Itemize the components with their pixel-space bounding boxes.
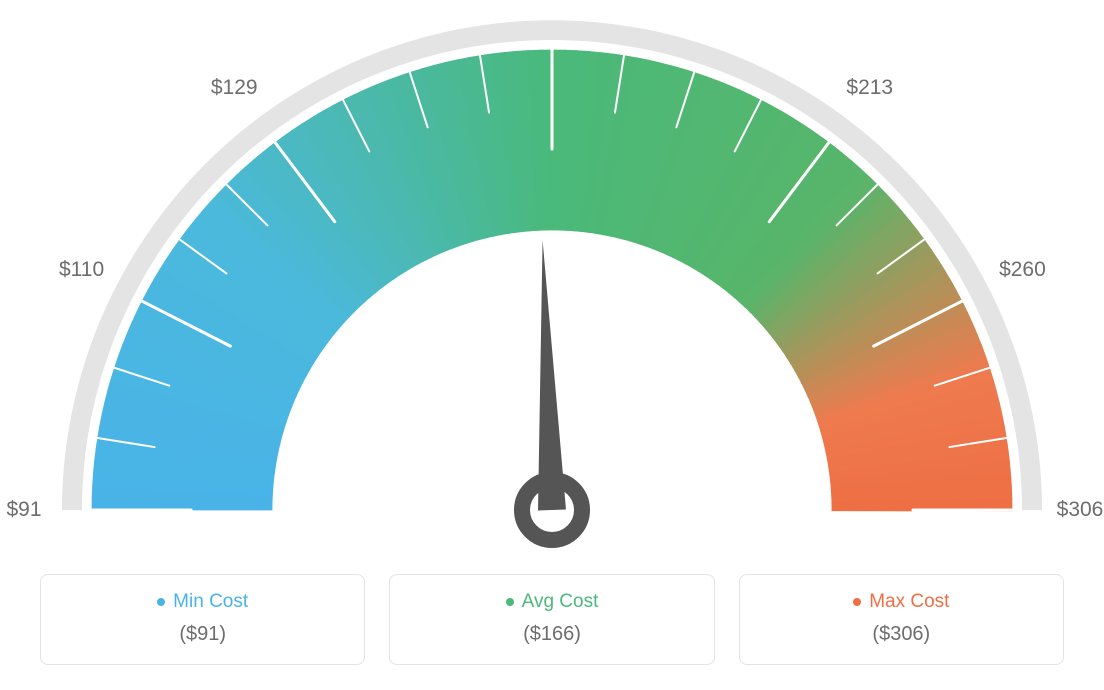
legend-avg: Avg Cost ($166) [389, 574, 714, 665]
gauge-svg [0, 0, 1104, 560]
legend-max-title: Max Cost [869, 591, 949, 613]
legend-min-value: ($91) [51, 623, 354, 646]
gauge-tick-label: $91 [6, 498, 41, 522]
gauge-needle [538, 240, 566, 510]
legend-avg-value: ($166) [400, 623, 703, 646]
gauge-tick-label: $110 [59, 258, 104, 282]
legend-min-title: Min Cost [173, 591, 248, 613]
legend-max-title-row: Max Cost [750, 591, 1053, 613]
legend-max-dot [853, 598, 861, 606]
legend-max: Max Cost ($306) [739, 574, 1064, 665]
legend-avg-title: Avg Cost [522, 591, 599, 613]
legend-min: Min Cost ($91) [40, 574, 365, 665]
legend: Min Cost ($91) Avg Cost ($166) Max Cost … [40, 574, 1064, 665]
gauge-tick-label: $306 [1057, 498, 1104, 522]
legend-avg-dot [506, 598, 514, 606]
legend-avg-title-row: Avg Cost [400, 591, 703, 613]
legend-max-value: ($306) [750, 623, 1053, 646]
gauge-tick-label: $213 [846, 76, 893, 100]
legend-min-dot [157, 598, 165, 606]
gauge-tick-label: $260 [999, 258, 1046, 282]
cost-gauge: $91$110$129$166$213$260$306 [0, 0, 1104, 560]
gauge-tick-label: $129 [211, 76, 258, 100]
legend-min-title-row: Min Cost [51, 591, 354, 613]
